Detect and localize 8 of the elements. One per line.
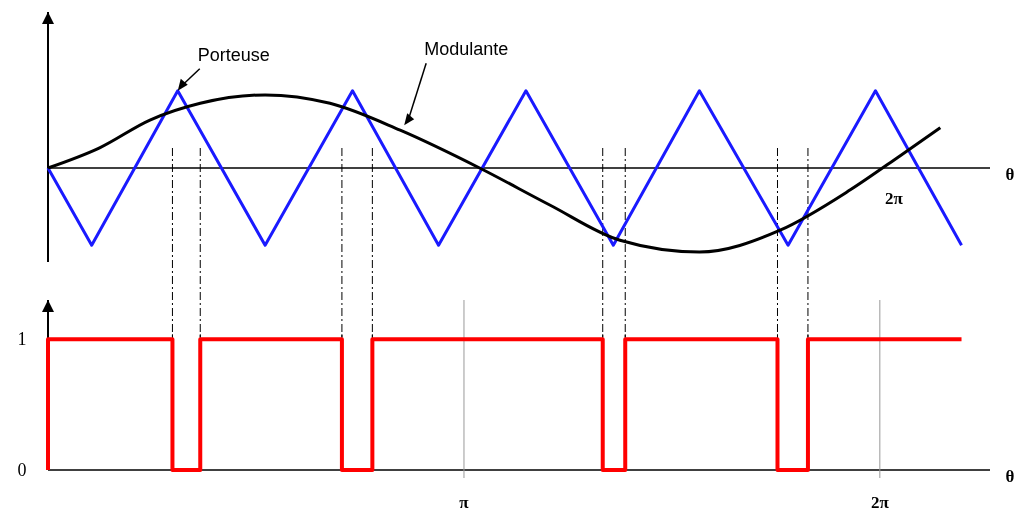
y-tick-label: 0 — [17, 460, 27, 480]
y-tick-label: 1 — [17, 329, 27, 350]
x-tick-label: π — [459, 493, 470, 512]
x-axis-title: θ — [1005, 467, 1015, 486]
series-label: Porteuse — [197, 44, 270, 65]
annotation: 2π — [885, 189, 904, 208]
x-axis-title: θ — [1005, 165, 1015, 184]
text: Modulante — [424, 39, 509, 60]
